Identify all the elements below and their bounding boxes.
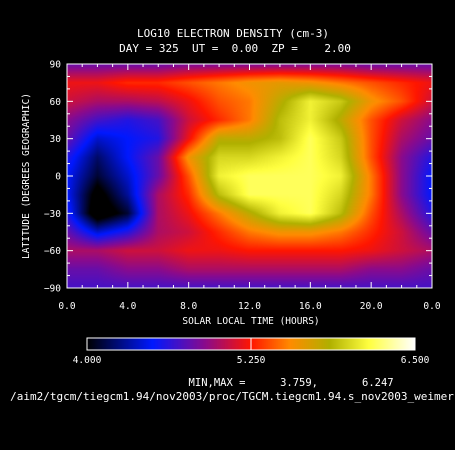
x-axis-label: SOLAR LOCAL TIME (HOURS) bbox=[182, 316, 319, 327]
chart-title: LOG10 ELECTRON DENSITY (cm-3) bbox=[137, 27, 329, 40]
x-tick-label: 0.0 bbox=[423, 301, 440, 312]
colorbar-tick-label: 6.500 bbox=[401, 355, 430, 366]
max-value: 6.247 bbox=[362, 377, 394, 389]
y-tick-label: 30 bbox=[50, 134, 62, 145]
colorbar-tick-label: 4.000 bbox=[73, 355, 102, 366]
footer-file-path: /aim2/tgcm/tiegcm1.94/nov2003/proc/TGCM.… bbox=[10, 390, 454, 403]
min-value: 3.759, bbox=[280, 377, 318, 389]
colorbar-ticks: 4.000 5.250 6.500 bbox=[73, 338, 430, 366]
minmax-label: MIN,MAX = bbox=[189, 377, 246, 389]
x-axis-ticks: 0.0 4.0 8.0 12.0 16.0 20.0 0.0 bbox=[58, 64, 441, 312]
y-axis-label: LATITUDE (DEGREES GEOGRAPHIC) bbox=[21, 93, 32, 259]
x-tick-label: 12.0 bbox=[238, 301, 261, 312]
y-tick-label: 0 bbox=[55, 172, 61, 183]
colorbar-tick-label: 5.250 bbox=[237, 355, 266, 366]
heatmap-image bbox=[67, 64, 432, 288]
chart-subtitle: DAY = 325 UT = 0.00 ZP = 2.00 bbox=[119, 42, 351, 55]
x-tick-label: 0.0 bbox=[58, 301, 75, 312]
y-axis-ticks: 90 60 30 0 −30 −60 −90 bbox=[44, 60, 432, 295]
x-tick-label: 4.0 bbox=[119, 301, 136, 312]
x-tick-label: 20.0 bbox=[360, 301, 383, 312]
heatmap-plot-area bbox=[67, 64, 432, 288]
y-tick-label: −30 bbox=[44, 209, 61, 220]
y-tick-label: −90 bbox=[44, 284, 61, 295]
x-tick-label: 16.0 bbox=[299, 301, 322, 312]
x-tick-label: 8.0 bbox=[180, 301, 197, 312]
y-tick-label: 60 bbox=[50, 97, 62, 108]
y-tick-label: −60 bbox=[44, 246, 61, 257]
y-tick-label: 90 bbox=[50, 60, 62, 71]
